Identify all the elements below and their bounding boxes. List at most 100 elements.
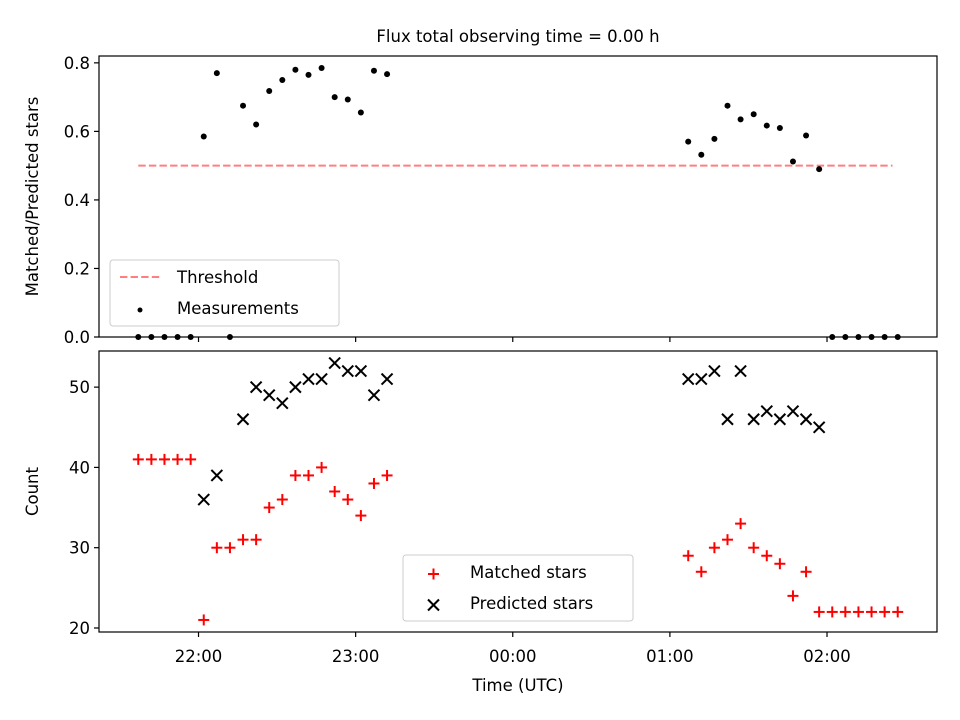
- data-point: [289, 469, 301, 481]
- data-point: [812, 421, 826, 434]
- data-point: [250, 534, 262, 546]
- data-point: [263, 502, 275, 514]
- data-point: [711, 135, 718, 142]
- data-point: [787, 590, 799, 602]
- data-point: [316, 461, 328, 473]
- data-point: [145, 453, 157, 465]
- x-tick-label: 22:00: [175, 647, 223, 666]
- data-point: [826, 606, 838, 618]
- data-point: [213, 70, 220, 77]
- data-point: [708, 542, 720, 554]
- data-point: [721, 413, 734, 426]
- data-point: [695, 566, 707, 578]
- data-point: [866, 606, 878, 618]
- top-y-axis-label: Matched/Predicted stars: [23, 97, 42, 297]
- y-tick-label: 30: [69, 539, 90, 558]
- series-predicted-stars: [197, 356, 826, 506]
- data-point: [370, 67, 377, 74]
- data-point: [318, 64, 325, 71]
- bottom-panel: 20 30 40 50 22:00 23:00 00:00 01:00 02:00 Count Ti…: [23, 350, 938, 695]
- data-point: [761, 550, 773, 562]
- data-point: [773, 413, 787, 426]
- data-point: [786, 405, 800, 418]
- data-point: [384, 71, 391, 78]
- data-point: [776, 124, 783, 131]
- data-point: [342, 494, 354, 506]
- data-point: [682, 372, 695, 386]
- data-point: [357, 109, 364, 116]
- x-axis-label: Time (UTC): [471, 676, 563, 695]
- data-point: [747, 413, 760, 426]
- data-point: [879, 606, 891, 618]
- data-point: [236, 413, 250, 426]
- data-point: [799, 413, 813, 426]
- data-point: [158, 453, 170, 465]
- bottom-y-axis-label: Count: [23, 466, 42, 516]
- data-point: [279, 76, 286, 83]
- data-point: [210, 469, 224, 482]
- y-tick-label: 20: [69, 619, 90, 638]
- data-point: [237, 534, 249, 546]
- legend-marker: [137, 307, 143, 313]
- data-point: [328, 356, 341, 370]
- data-point: [315, 372, 328, 386]
- legend-label: Predicted stars: [470, 594, 593, 613]
- data-point: [263, 388, 276, 402]
- data-point: [302, 372, 315, 386]
- data-point: [695, 372, 708, 386]
- x-tick-label: 02:00: [803, 647, 851, 666]
- top-axes-frame: [98, 55, 938, 338]
- legend-marker: [427, 598, 440, 612]
- data-point: [292, 66, 299, 73]
- data-point: [185, 453, 197, 465]
- data-point: [724, 102, 731, 109]
- legend-marker: [428, 568, 439, 580]
- data-point: [344, 96, 351, 103]
- data-point: [698, 151, 705, 158]
- legend-label: Measurements: [177, 299, 299, 318]
- data-point: [750, 111, 757, 118]
- data-point: [368, 477, 380, 489]
- x-tick-label: 01:00: [646, 647, 694, 666]
- data-point: [266, 87, 273, 94]
- data-point: [276, 396, 289, 410]
- data-point: [708, 364, 721, 378]
- data-point: [734, 364, 747, 378]
- legend-label: Threshold: [176, 268, 258, 287]
- data-point: [813, 606, 825, 618]
- data-point: [240, 102, 247, 109]
- data-point: [132, 453, 144, 465]
- data-point: [789, 158, 796, 165]
- top-panel: 0.0 0.2 0.4 0.6 0.8 Matched/Predicted stars Th…: [23, 54, 938, 347]
- x-tick-label: 23:00: [332, 647, 380, 666]
- y-tick-label: 0.8: [64, 54, 90, 73]
- legend: Matched stars Predicted stars: [402, 554, 634, 622]
- data-point: [197, 493, 210, 506]
- data-point: [303, 469, 314, 481]
- y-tick-label: 40: [69, 458, 90, 477]
- data-point: [367, 388, 381, 402]
- y-tick-label: 0.4: [64, 191, 90, 210]
- data-point: [800, 566, 812, 578]
- data-point: [682, 550, 694, 562]
- data-point: [172, 453, 184, 465]
- data-point: [803, 132, 810, 139]
- data-point: [685, 138, 692, 145]
- data-point: [722, 534, 733, 546]
- data-point: [253, 121, 260, 128]
- x-tick-label: 00:00: [489, 647, 537, 666]
- y-tick-label: 0.6: [64, 122, 90, 141]
- data-point: [329, 486, 341, 497]
- data-point: [355, 510, 367, 522]
- data-point: [211, 542, 223, 554]
- data-point: [380, 372, 394, 386]
- legend-label: Matched stars: [470, 563, 587, 582]
- data-point: [852, 606, 864, 618]
- y-tick-label: 0.2: [64, 259, 90, 278]
- data-point: [748, 542, 760, 554]
- chart-title: Flux total observing time = 0.00 h: [376, 27, 659, 46]
- data-point: [276, 494, 288, 506]
- data-point: [760, 405, 773, 418]
- series-matched-stars: [132, 453, 904, 626]
